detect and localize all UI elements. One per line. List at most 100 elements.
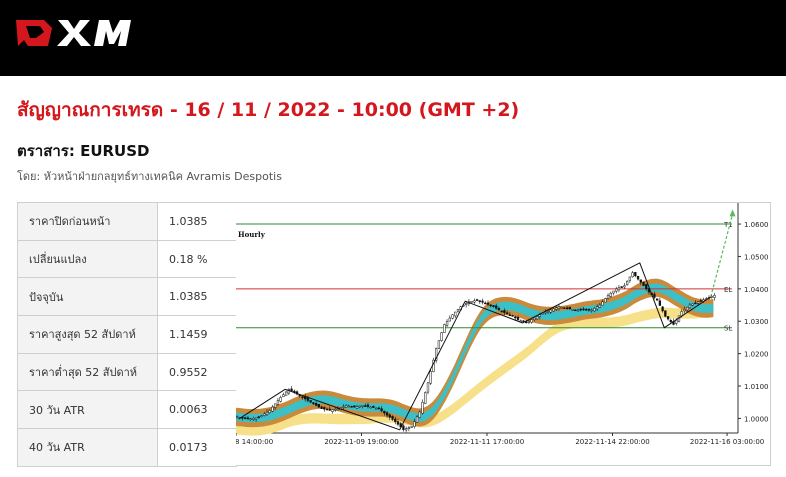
candle-body <box>372 405 375 408</box>
candle-body <box>560 306 563 309</box>
candle-body <box>312 402 315 405</box>
candle-body <box>435 348 438 361</box>
stat-row: ราคาต่ำสุด 52 สัปดาห์ 0.9552 <box>17 352 237 392</box>
candle-body <box>699 300 702 302</box>
candle-body <box>252 418 255 420</box>
candle-body <box>563 307 566 309</box>
ma-band-outer <box>236 278 714 428</box>
candle-body <box>383 410 386 414</box>
candle-body <box>407 427 411 429</box>
x-tick-label: 2022-11-14 22:00:00 <box>575 438 649 446</box>
stat-label: เปลี่ยนแปลง <box>17 239 158 279</box>
candle-body <box>317 404 320 408</box>
candle-body <box>257 416 260 418</box>
y-tick-label: 1.0400 <box>744 286 769 294</box>
candle-body <box>374 407 378 410</box>
slow-ma-band <box>236 306 714 436</box>
candle-body <box>323 407 326 410</box>
stat-value: 1.1459 <box>157 315 237 354</box>
candle-body <box>642 281 645 286</box>
candle-body <box>391 416 394 420</box>
candle-body <box>331 409 334 412</box>
xm-logo[interactable] <box>14 16 134 50</box>
candle-body <box>413 421 416 427</box>
candle-body <box>546 310 550 313</box>
candle-body <box>486 302 490 305</box>
y-tick-label: 1.0100 <box>744 383 769 391</box>
candle-body <box>571 309 574 311</box>
candle-body <box>268 410 271 414</box>
projection-arrowhead <box>729 209 736 217</box>
candle-body <box>552 308 555 312</box>
candle-body <box>265 411 269 415</box>
candle-body <box>364 405 367 407</box>
candle-body <box>639 279 642 283</box>
candle-body <box>465 303 468 305</box>
candle-body <box>484 302 487 305</box>
candle-body <box>516 316 520 320</box>
candle-body <box>688 304 692 308</box>
candle-body <box>604 298 607 303</box>
candle-body <box>301 396 304 398</box>
candle-body <box>511 315 514 317</box>
candle-body <box>595 306 599 310</box>
candle-body <box>489 304 492 307</box>
candle-body <box>424 392 427 404</box>
candle-body <box>631 272 634 278</box>
candle-body <box>609 292 612 297</box>
candle-body <box>418 411 421 418</box>
candle-body <box>309 400 312 403</box>
x-tick-label: 2022-11-16 03:00:00 <box>690 438 764 446</box>
candle-body <box>320 406 323 409</box>
candle-body <box>565 307 569 310</box>
candle-body <box>369 406 372 409</box>
candle-body <box>470 301 473 303</box>
stat-row: เปลี่ยนแปลง 0.18 % <box>17 239 237 279</box>
stats-table: ราคาปิดก่อนหน้า 1.0385 เปลี่ยนแปลง 0.18 % … <box>17 202 237 467</box>
candle-body <box>358 405 361 408</box>
candle-body <box>500 310 503 313</box>
candle-body <box>527 320 531 323</box>
candle-body <box>598 304 602 308</box>
candle-body <box>426 382 430 393</box>
level-label-sl: SL <box>724 325 732 333</box>
candle-body <box>503 310 506 313</box>
stat-value: 0.18 % <box>157 239 237 279</box>
candle-body <box>495 305 498 309</box>
stat-label: ราคาปิดก่อนหน้า <box>17 202 158 241</box>
candle-body <box>325 408 329 411</box>
candle-body <box>448 317 451 322</box>
stat-label: ราคาต่ำสุด 52 สัปดาห์ <box>17 352 158 392</box>
candle-body <box>271 406 274 412</box>
candle-body <box>478 300 481 302</box>
stat-value: 1.0385 <box>157 202 237 241</box>
site-header <box>0 0 786 76</box>
price-chart: T1 EL SL 1.0600 1.0500 1.0400 1.0300 1.0200 1.01… <box>236 202 771 466</box>
candle-body <box>686 306 689 311</box>
candle-body <box>336 408 340 411</box>
candle-body <box>615 288 618 292</box>
candle-body <box>634 272 637 277</box>
candle-body <box>691 303 694 306</box>
candle-body <box>593 308 596 312</box>
candle-body <box>388 414 391 418</box>
candle-body <box>451 314 454 319</box>
candle-body <box>620 286 623 288</box>
candle-body <box>666 316 670 320</box>
candle-body <box>683 309 686 312</box>
candle-body <box>342 406 345 408</box>
stat-row: ราคาปิดก่อนหน้า 1.0385 <box>17 202 237 241</box>
candle-body <box>497 307 501 311</box>
candle-body <box>456 309 460 312</box>
candle-body <box>664 310 667 317</box>
candle-body <box>606 295 610 299</box>
candle-body <box>410 426 413 428</box>
candle-body <box>263 413 266 416</box>
candle-body <box>475 299 479 301</box>
price-chart-svg: T1 EL SL 1.0600 1.0500 1.0400 1.0300 1.0200 1.01… <box>236 203 769 446</box>
stat-label: ราคาสูงสุด 52 สัปดาห์ <box>17 315 158 354</box>
candle-body <box>347 405 351 408</box>
candle-body <box>350 406 353 408</box>
candle-body <box>555 307 558 310</box>
zigzag-line <box>238 262 711 431</box>
